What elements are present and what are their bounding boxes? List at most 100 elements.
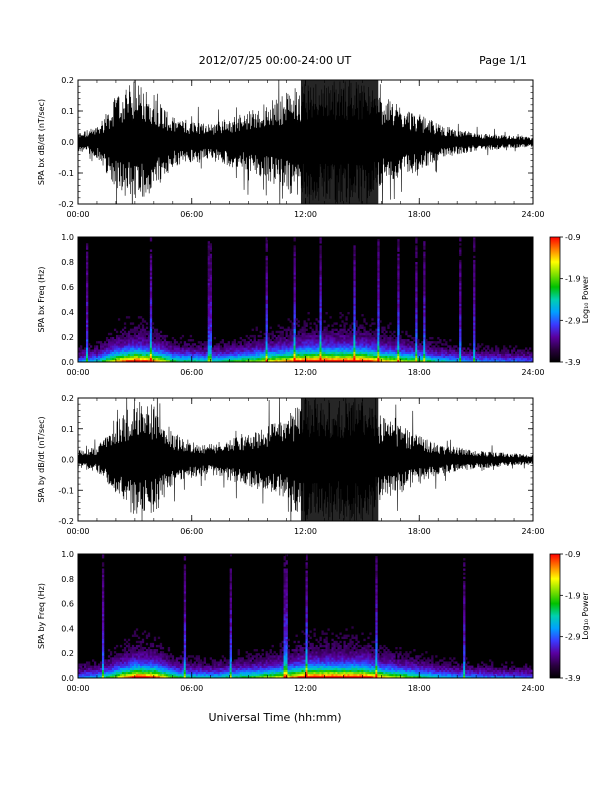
heatmap-cell — [275, 345, 278, 348]
heatmap-cell — [135, 628, 139, 631]
heatmap-cell — [103, 343, 107, 346]
heatmap-cell — [373, 332, 376, 336]
heatmap-cell — [487, 357, 490, 361]
heatmap-cell — [391, 337, 394, 340]
heatmap-cell — [279, 667, 282, 671]
heatmap-cell — [475, 355, 478, 359]
heatmap-cell — [199, 347, 203, 350]
heatmap-cell — [329, 357, 332, 361]
heatmap-cell — [265, 357, 268, 361]
heatmap-cell — [267, 657, 270, 660]
heatmap-cell — [249, 351, 252, 354]
heatmap-cell — [483, 347, 486, 350]
heatmap-cell — [101, 597, 105, 600]
heatmap-cell — [139, 665, 143, 668]
heatmap-cell — [473, 239, 476, 242]
heatmap-cell — [443, 349, 446, 352]
heatmap-cell — [229, 611, 232, 615]
heatmap-cell — [457, 355, 460, 359]
heatmap-cell — [115, 347, 119, 350]
heatmap-cell — [243, 671, 246, 675]
heatmap-cell — [153, 671, 157, 675]
heatmap-cell — [415, 359, 418, 362]
heatmap-cell — [247, 667, 250, 671]
heatmap-cell — [215, 353, 218, 357]
heatmap-cell — [283, 649, 286, 652]
heatmap-cell — [107, 659, 111, 662]
heatmap-cell — [281, 647, 284, 650]
heatmap-cell — [123, 322, 127, 325]
heatmap-cell — [309, 353, 312, 357]
heatmap-cell — [295, 345, 298, 348]
heatmap-cell — [165, 667, 169, 671]
heatmap-cell — [419, 353, 422, 357]
heatmap-cell — [329, 343, 332, 346]
heatmap-cell — [319, 241, 322, 244]
heatmap-cell — [209, 326, 213, 329]
heatmap-cell — [283, 328, 286, 332]
heatmap-cell — [203, 675, 207, 678]
heatmap-cell — [237, 651, 240, 654]
heatmap-cell — [85, 675, 89, 678]
heatmap-cell — [467, 353, 470, 357]
y-tick-label: -0.2 — [58, 517, 74, 526]
heatmap-cell — [373, 347, 376, 350]
heatmap-cell — [319, 264, 322, 267]
heatmap-cell — [307, 334, 310, 338]
heatmap-cell — [265, 320, 268, 323]
heatmap-cell — [505, 357, 508, 361]
heatmap-cell — [101, 663, 105, 666]
heatmap-cell — [373, 337, 376, 340]
heatmap-cell — [149, 334, 153, 338]
heatmap-cell — [229, 574, 232, 578]
heatmap-cell — [195, 351, 199, 354]
heatmap-cell — [339, 312, 342, 315]
heatmap-cell — [317, 357, 320, 361]
heatmap-cell — [125, 644, 129, 648]
heatmap-cell — [85, 276, 89, 279]
heatmap-cell — [119, 357, 123, 361]
heatmap-cell — [137, 339, 141, 342]
heatmap-cell — [495, 353, 498, 357]
heatmap-cell — [427, 359, 430, 362]
heatmap-cell — [251, 343, 254, 346]
heatmap-cell — [91, 357, 95, 361]
heatmap-cell — [457, 347, 460, 350]
heatmap-cell — [137, 657, 141, 660]
heatmap-cell — [323, 355, 326, 359]
heatmap-cell — [255, 328, 258, 332]
heatmap-cell — [287, 326, 290, 329]
heatmap-cell — [177, 665, 181, 668]
heatmap-cell — [449, 359, 452, 362]
heatmap-cell — [107, 673, 111, 677]
heatmap-cell — [319, 359, 322, 362]
heatmap-cell — [293, 251, 296, 254]
heatmap-cell — [149, 644, 153, 648]
heatmap-cell — [137, 351, 141, 354]
heatmap-cell — [149, 673, 153, 677]
heatmap-cell — [247, 341, 250, 344]
heatmap-cell — [229, 603, 232, 606]
heatmap-cell — [437, 347, 440, 350]
heatmap-cell — [187, 663, 191, 666]
heatmap-cell — [461, 355, 464, 359]
heatmap-cell — [107, 661, 111, 664]
heatmap-cell — [149, 282, 153, 286]
heatmap-cell — [121, 349, 125, 352]
heatmap-cell — [101, 620, 105, 623]
heatmap-cell — [441, 351, 444, 354]
heatmap-cell — [103, 351, 107, 354]
heatmap-cell — [81, 667, 85, 671]
heatmap-cell — [253, 357, 256, 361]
heatmap-cell — [101, 603, 105, 606]
heatmap-cell — [229, 636, 232, 640]
heatmap-cell — [263, 667, 266, 671]
heatmap-cell — [149, 307, 153, 311]
heatmap-cell — [191, 673, 195, 677]
heatmap-cell — [239, 351, 242, 354]
heatmap-cell — [139, 653, 143, 656]
heatmap-cell — [339, 353, 342, 357]
heatmap-cell — [247, 355, 250, 359]
heatmap-cell — [415, 251, 418, 254]
heatmap-cell — [441, 359, 444, 362]
